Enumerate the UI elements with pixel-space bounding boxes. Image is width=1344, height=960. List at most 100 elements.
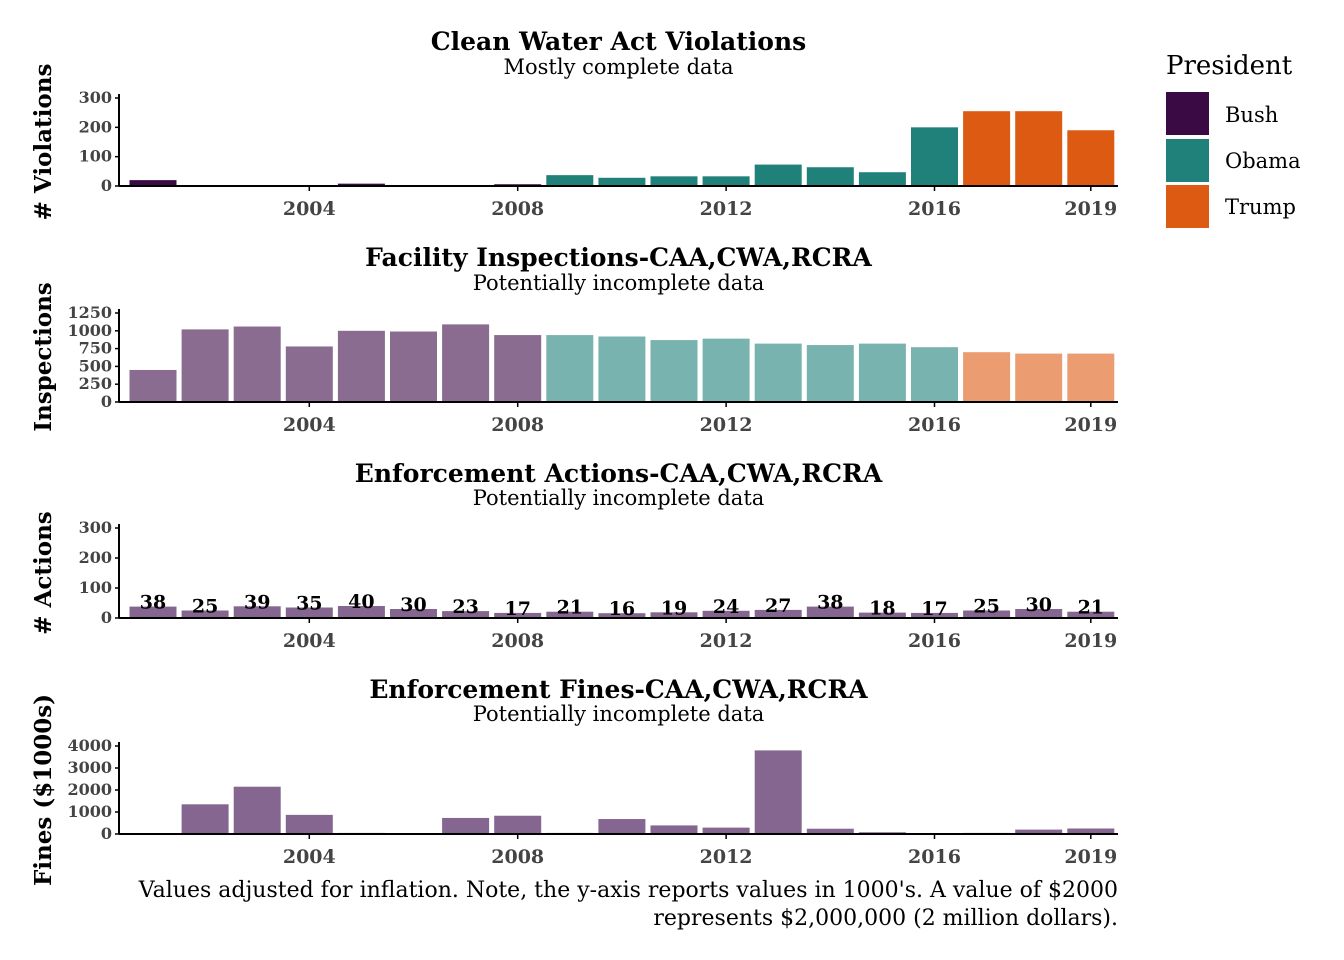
data-label: 21 — [1078, 597, 1104, 619]
x-tick-label: 2008 — [491, 198, 544, 220]
data-label: 24 — [713, 596, 739, 618]
x-tick-label: 2019 — [1064, 630, 1117, 652]
legend-label-obama: Obama — [1225, 149, 1301, 173]
data-label: 30 — [400, 594, 426, 616]
panel-subtitle: Potentially incomplete data — [473, 271, 765, 295]
bar-2014 — [806, 167, 854, 186]
x-tick-label: 2012 — [700, 846, 753, 868]
bar-2010 — [598, 336, 646, 402]
x-tick-label: 2019 — [1064, 846, 1117, 868]
y-tick-label: 0 — [101, 608, 112, 627]
y-tick-label: 2000 — [67, 780, 112, 799]
x-tick-label: 2012 — [700, 414, 753, 436]
panel-subtitle: Potentially incomplete data — [473, 486, 765, 510]
bar-2013 — [754, 750, 802, 834]
bar-2005 — [337, 606, 385, 618]
bar-2015 — [858, 343, 906, 402]
y-axis-label: Fines ($1000s) — [30, 694, 57, 886]
bar-2011 — [650, 176, 698, 186]
bar-2012 — [702, 176, 750, 186]
bar-2011 — [650, 612, 698, 618]
x-tick-label: 2008 — [491, 630, 544, 652]
bar-2015 — [858, 172, 906, 186]
bar-2017 — [963, 111, 1011, 186]
data-label: 16 — [609, 598, 635, 620]
data-label: 39 — [244, 591, 270, 613]
bar-2016 — [911, 612, 958, 618]
bar-2014 — [806, 606, 854, 618]
bar-2019 — [1067, 828, 1115, 834]
y-axis-label: # Actions — [30, 511, 57, 635]
x-tick-label: 2004 — [283, 198, 336, 220]
bar-2010 — [598, 819, 646, 834]
bar-2018 — [1015, 111, 1063, 186]
legend-swatch-trump — [1166, 185, 1209, 228]
bar-2003 — [233, 326, 281, 402]
bar-2015 — [858, 612, 906, 618]
data-label: 18 — [869, 598, 895, 620]
y-tick-label: 100 — [79, 147, 112, 166]
data-label: 38 — [140, 592, 166, 614]
bar-2002 — [181, 329, 229, 402]
y-tick-label: 0 — [101, 392, 112, 411]
bar-2011 — [650, 340, 698, 402]
bar-2007 — [442, 817, 490, 834]
data-label: 30 — [1025, 594, 1051, 616]
panel-subtitle: Potentially incomplete data — [473, 702, 765, 726]
y-tick-label: 4000 — [67, 736, 112, 755]
y-tick-label: 1000 — [67, 321, 112, 340]
bar-2018 — [1015, 609, 1063, 618]
bar-2007 — [442, 611, 490, 618]
bar-2005 — [337, 330, 385, 402]
x-tick-label: 2016 — [908, 630, 961, 652]
bar-2003 — [233, 606, 281, 618]
x-tick-label: 2019 — [1064, 198, 1117, 220]
x-tick-label: 2016 — [908, 414, 961, 436]
bar-2017 — [963, 610, 1011, 618]
bar-2016 — [911, 347, 958, 402]
bar-2018 — [1015, 829, 1063, 834]
x-tick-label: 2012 — [700, 630, 753, 652]
legend-title: President — [1166, 51, 1293, 81]
legend: President Bush Obama Trump — [1166, 51, 1301, 228]
bar-2010 — [598, 613, 646, 618]
data-label: 17 — [504, 598, 530, 620]
bar-2003 — [233, 786, 281, 834]
x-tick-label: 2016 — [908, 198, 961, 220]
bar-2009 — [546, 611, 594, 618]
panel-2: Facility Inspections-CAA,CWA,RCRAPotenti… — [30, 243, 1118, 436]
legend-swatch-obama — [1166, 139, 1209, 182]
data-label: 40 — [348, 591, 374, 613]
y-tick-label: 0 — [101, 824, 112, 843]
bar-2012 — [702, 610, 750, 618]
legend-label-trump: Trump — [1225, 195, 1296, 219]
data-label: 25 — [192, 596, 218, 618]
bar-2013 — [754, 343, 802, 402]
y-tick-label: 1250 — [67, 303, 112, 322]
bar-2006 — [390, 331, 437, 402]
x-tick-label: 2008 — [491, 414, 544, 436]
bar-2004 — [285, 814, 333, 834]
y-tick-label: 100 — [79, 578, 112, 597]
bar-2014 — [806, 345, 854, 402]
panel-title: Facility Inspections-CAA,CWA,RCRA — [365, 243, 872, 272]
x-tick-label: 2004 — [283, 630, 336, 652]
x-tick-label: 2016 — [908, 846, 961, 868]
data-label: 38 — [817, 592, 843, 614]
bar-2009 — [546, 175, 594, 186]
y-tick-label: 3000 — [67, 758, 112, 777]
y-axis-label: # Violations — [30, 64, 57, 221]
caption-line-1: Values adjusted for inflation. Note, the… — [138, 878, 1118, 903]
data-label: 27 — [765, 595, 791, 617]
y-axis-label: Inspections — [30, 282, 57, 432]
y-tick-label: 300 — [79, 88, 112, 107]
legend-swatch-bush — [1166, 92, 1209, 135]
bar-2019 — [1067, 130, 1115, 186]
data-label: 21 — [557, 597, 583, 619]
y-tick-label: 300 — [79, 518, 112, 537]
bar-2013 — [754, 164, 802, 186]
bar-2007 — [442, 324, 490, 402]
panel-title: Enforcement Actions-CAA,CWA,RCRA — [355, 459, 883, 488]
